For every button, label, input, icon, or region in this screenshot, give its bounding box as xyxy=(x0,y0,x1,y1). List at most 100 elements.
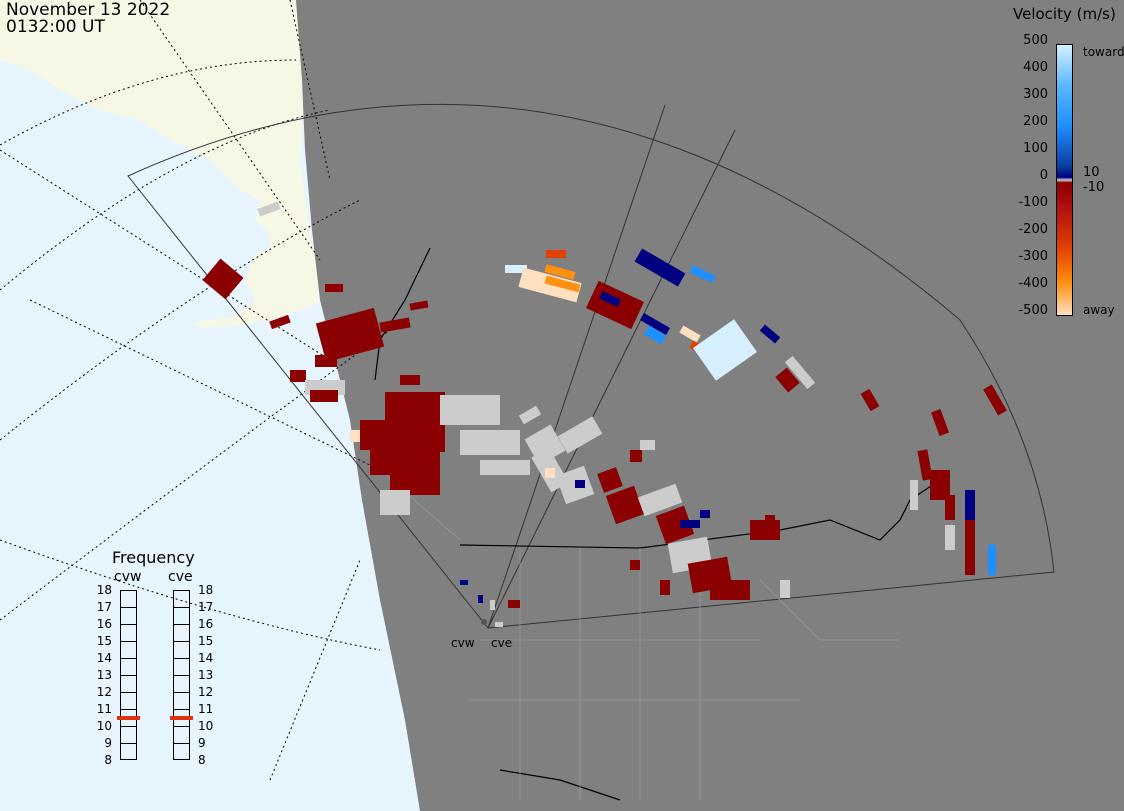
frequency-scale-cve xyxy=(173,590,190,760)
velocity-cell xyxy=(640,313,670,335)
velocity-cell xyxy=(660,580,670,595)
velocity-marker-label: toward xyxy=(1083,45,1124,59)
velocity-cell xyxy=(508,600,520,608)
velocity-cell xyxy=(931,409,949,436)
velocity-tick-label: -300 xyxy=(1018,249,1048,264)
velocity-cell xyxy=(917,449,933,481)
frequency-indicator-cve xyxy=(170,715,193,720)
velocity-cell xyxy=(545,468,555,478)
velocity-cell xyxy=(546,250,566,258)
velocity-cell xyxy=(575,480,585,488)
velocity-cell xyxy=(440,395,500,425)
velocity-cell xyxy=(945,495,955,520)
radar-label-cvw: cvw xyxy=(451,636,475,650)
velocity-cell xyxy=(379,317,411,333)
velocity-cell xyxy=(557,416,603,454)
frequency-tick-right: 14 xyxy=(198,651,214,665)
frequency-tick-left: 15 xyxy=(96,634,112,648)
velocity-cell xyxy=(518,267,582,303)
frequency-label-cve: cve xyxy=(168,569,193,585)
frequency-tick-right: 10 xyxy=(198,719,214,733)
velocity-cell xyxy=(310,390,338,402)
velocity-cell xyxy=(269,314,291,330)
velocity-cell xyxy=(680,520,700,528)
velocity-tick-label: 200 xyxy=(1023,114,1048,129)
velocity-cell xyxy=(700,510,710,518)
velocity-tick-label: -100 xyxy=(1018,195,1048,210)
velocity-cell xyxy=(965,490,975,520)
frequency-label-cvw: cvw xyxy=(114,569,142,585)
frequency-tick-left: 13 xyxy=(96,668,112,682)
velocity-cell xyxy=(630,450,642,462)
frequency-tick-right: 11 xyxy=(198,702,214,716)
frequency-tick-left: 10 xyxy=(96,719,112,733)
velocity-cell xyxy=(202,258,244,300)
velocity-marker-label: away xyxy=(1083,303,1115,317)
velocity-cell xyxy=(860,388,880,412)
frequency-title: Frequency xyxy=(112,548,195,567)
velocity-cell xyxy=(637,483,683,517)
velocity-cell xyxy=(759,324,781,344)
velocity-cell xyxy=(495,622,503,627)
velocity-marker-label: -10 xyxy=(1083,180,1105,195)
velocity-cell xyxy=(983,384,1007,416)
frequency-tick-right: 16 xyxy=(198,617,214,631)
frequency-tick-right: 8 xyxy=(198,753,206,767)
velocity-cell xyxy=(784,355,816,390)
velocity-cell xyxy=(710,580,750,600)
timestamp-time: 0132:00 UT xyxy=(6,17,105,37)
frequency-indicator-cvw xyxy=(117,715,140,720)
frequency-tick-right: 9 xyxy=(198,736,206,750)
velocity-cell xyxy=(679,325,701,343)
velocity-cell xyxy=(518,405,542,425)
velocity-cells xyxy=(202,201,1007,627)
frequency-scale-cvw xyxy=(120,590,137,760)
velocity-cell xyxy=(315,307,385,363)
frequency-tick-right: 18 xyxy=(198,583,214,597)
frequency-tick-left: 11 xyxy=(96,702,112,716)
velocity-cell xyxy=(490,600,495,610)
alaska-landmass xyxy=(0,0,325,328)
velocity-tick-label: 0 xyxy=(1039,168,1048,183)
velocity-cell xyxy=(400,375,420,385)
velocity-cell xyxy=(634,248,686,287)
frequency-tick-left: 14 xyxy=(96,651,112,665)
velocity-cell xyxy=(505,265,527,273)
velocity-cell xyxy=(524,424,566,466)
frequency-tick-right: 17 xyxy=(198,600,214,614)
velocity-marker-label: 10 xyxy=(1083,165,1100,180)
velocity-cell xyxy=(988,545,996,575)
velocity-cell xyxy=(630,560,640,570)
velocity-cell xyxy=(544,264,576,280)
velocity-cell xyxy=(460,580,468,585)
velocity-tick-label: 100 xyxy=(1023,141,1048,156)
radar-label-cve: cve xyxy=(491,636,513,650)
north-america-landmass xyxy=(296,0,1124,811)
velocity-legend-title: Velocity (m/s) xyxy=(1013,5,1116,23)
velocity-cell xyxy=(350,430,360,442)
radar-fov-outline xyxy=(127,103,1055,629)
velocity-cell xyxy=(544,275,581,293)
velocity-cell xyxy=(480,460,530,475)
frequency-tick-left: 12 xyxy=(96,685,112,699)
velocity-cell xyxy=(693,319,757,381)
velocity-tick-label: 400 xyxy=(1023,60,1048,75)
frequency-tick-left: 18 xyxy=(96,583,112,597)
velocity-cell xyxy=(257,201,281,217)
frequency-tick-left: 8 xyxy=(104,753,112,767)
velocity-cell xyxy=(478,595,483,603)
velocity-cell xyxy=(315,355,337,367)
velocity-colorbar xyxy=(1056,44,1073,316)
velocity-cell xyxy=(599,291,621,307)
velocity-tick-label: 500 xyxy=(1023,33,1048,48)
velocity-tick-label: -500 xyxy=(1018,303,1048,318)
velocity-tick-label: 300 xyxy=(1023,87,1048,102)
velocity-cell xyxy=(460,430,520,455)
velocity-cell xyxy=(775,367,800,393)
frequency-tick-right: 12 xyxy=(198,685,214,699)
frequency-tick-right: 15 xyxy=(198,634,214,648)
velocity-cell xyxy=(380,490,410,515)
velocity-cell xyxy=(640,440,655,450)
